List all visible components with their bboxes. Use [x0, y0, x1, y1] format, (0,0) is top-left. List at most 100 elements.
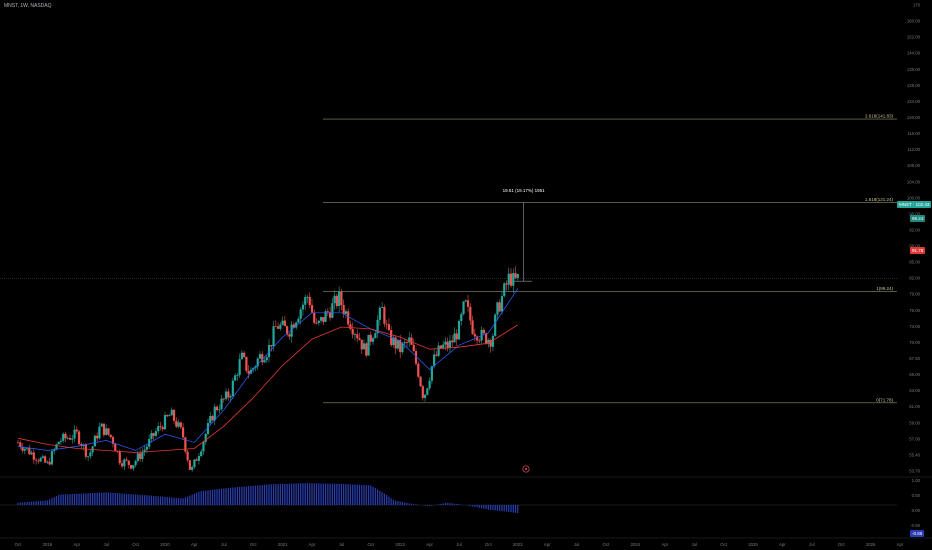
candle-body: [410, 337, 413, 345]
current-price-tag: MNST · 102.43: [897, 201, 932, 208]
candle-body: [288, 334, 291, 337]
event-marker-dot: [525, 468, 527, 470]
candle-body: [159, 426, 162, 428]
candle-body: [132, 465, 135, 469]
candle-body: [439, 345, 443, 349]
x-tick-label: Jul: [456, 542, 462, 547]
candle-body: [387, 324, 390, 331]
moving-averages: [17, 288, 519, 453]
candle-body: [120, 463, 124, 467]
y-tick-label: 135.00: [907, 67, 921, 72]
x-tick-label: Apr: [73, 542, 80, 547]
candle-body: [464, 300, 467, 302]
candle-body: [335, 295, 338, 307]
candle-body: [168, 415, 171, 417]
x-tick-label: 2020: [160, 542, 170, 547]
y-tick-label: 170: [913, 3, 921, 8]
x-tick-label: Jul: [691, 542, 697, 547]
candle-body: [487, 339, 490, 344]
y-tick-label: 144.00: [907, 51, 921, 56]
candle-body: [396, 339, 400, 349]
candle-body: [197, 456, 201, 461]
candle-body: [80, 444, 83, 447]
x-tick-label: Jul: [221, 542, 227, 547]
candle-body: [283, 320, 286, 327]
candle-body: [460, 314, 463, 322]
candle-body: [100, 423, 103, 427]
candle-body: [111, 437, 115, 444]
candle-body: [143, 449, 146, 453]
candle-body: [73, 429, 76, 439]
candle-body: [306, 296, 309, 298]
y-tick-label: 88.00: [909, 244, 920, 249]
fib-label: 0(71.78): [876, 397, 893, 402]
y-tick-label: 92.00: [909, 227, 920, 232]
candle-body: [489, 339, 492, 347]
candle-body: [243, 352, 246, 357]
candle-body: [28, 447, 31, 455]
candle-body: [245, 356, 248, 371]
candle-body: [193, 459, 196, 468]
candle-body: [408, 337, 411, 343]
candle-body: [134, 461, 137, 466]
candle-body: [299, 309, 302, 319]
candle-body: [87, 456, 90, 458]
candle-body: [423, 394, 427, 398]
candle-body: [496, 302, 499, 315]
x-tick-label: Oct: [720, 542, 727, 547]
candle-body: [234, 375, 237, 381]
x-tick-label: Oct: [367, 542, 374, 547]
candle-body: [430, 366, 433, 381]
y-tick-label: 120.00: [907, 115, 921, 120]
y-tick-label: 96.00: [909, 211, 920, 216]
measure-label: 19.51 (19.17%) 1951: [503, 188, 546, 193]
candle-body: [333, 295, 336, 304]
y-tick-label: 61.00: [909, 404, 920, 409]
candle-body: [319, 317, 323, 321]
candle-body: [125, 459, 128, 461]
candle-body: [172, 409, 176, 421]
y-tick-label: 104.00: [907, 179, 921, 184]
candle-body: [118, 451, 121, 464]
candle-body: [469, 306, 472, 321]
candle-body: [376, 319, 379, 334]
candle-body: [66, 437, 69, 439]
oscillator-pane: [0, 476, 932, 514]
candle-body: [265, 357, 268, 361]
candle-body: [281, 320, 284, 325]
candle-body: [62, 433, 65, 441]
candle-body: [317, 320, 320, 324]
candle-body: [102, 423, 106, 435]
candle-body: [475, 336, 479, 341]
candle-body: [516, 274, 519, 278]
x-tick-label: 2019: [43, 542, 53, 547]
time-axis: Oct 2019 Apr Jul Oct 2020 Apr Jul Oct 2021 Apr Jul O…: [0, 537, 932, 547]
candle-body: [30, 452, 33, 455]
y-tick-label: 112.00: [907, 147, 920, 152]
candle-body: [191, 467, 194, 470]
candle-body: [324, 311, 327, 322]
candle-body: [23, 448, 26, 451]
candle-body: [50, 451, 54, 465]
candle-body: [25, 447, 29, 449]
candle-body: [414, 351, 418, 364]
y-tick-label: 70.00: [909, 340, 920, 345]
candle-body: [385, 323, 388, 325]
x-tick-label: Oct: [15, 542, 22, 547]
candle-body: [96, 435, 99, 439]
candle-body: [279, 324, 282, 329]
candle-body: [98, 426, 101, 439]
candle-body: [369, 334, 372, 342]
y-tick-label: 73.00: [909, 324, 920, 329]
candle-body: [417, 363, 420, 377]
candle-body: [48, 461, 51, 465]
candle-body: [480, 329, 483, 341]
x-tick-label: Apr: [897, 542, 904, 547]
candle-body: [105, 428, 108, 435]
candle-body: [448, 340, 452, 348]
candle-body: [258, 354, 262, 359]
candle-body: [446, 341, 449, 348]
candle-body: [471, 320, 474, 334]
symbol-title[interactable]: MNST, 1W, NASDAQ: [4, 3, 52, 9]
